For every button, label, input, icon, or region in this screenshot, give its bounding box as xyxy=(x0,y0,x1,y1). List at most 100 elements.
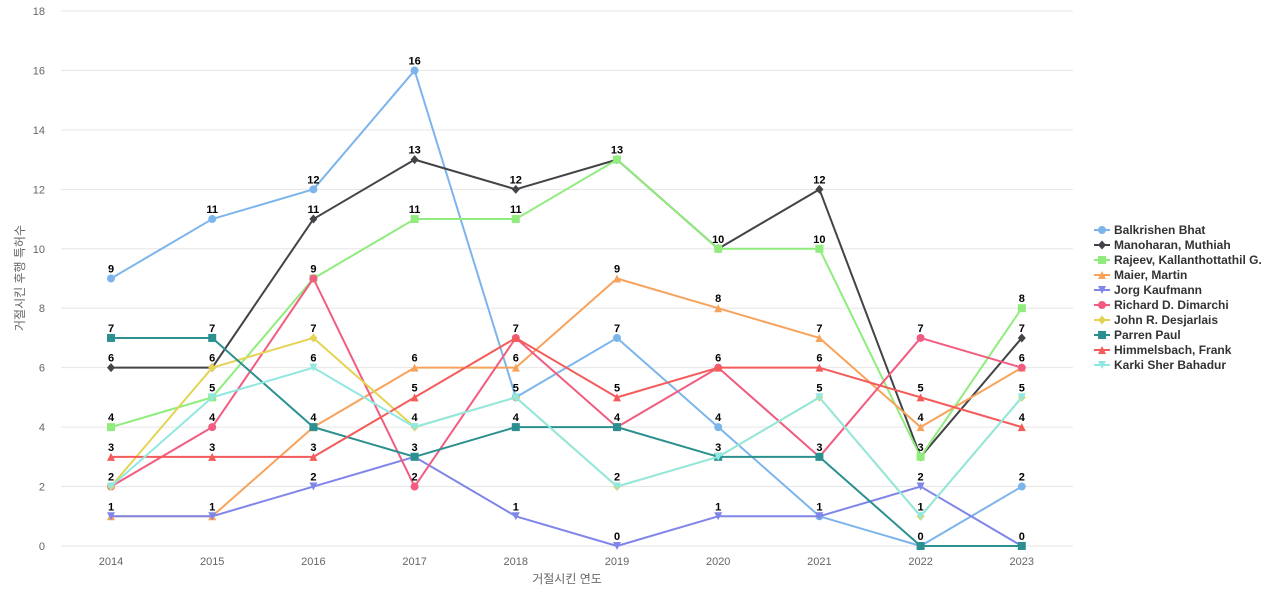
legend-item-rajeev-kallanthottathil-g[interactable]: Rajeev, Kallanthottathil G. xyxy=(1094,253,1262,267)
series-richard-d-dimarchi[interactable] xyxy=(107,274,1026,491)
data-point xyxy=(107,274,115,283)
data-label: 10 xyxy=(813,234,825,246)
data-label: 9 xyxy=(310,264,316,276)
series-line xyxy=(110,158,1023,458)
x-tick-label: 2019 xyxy=(605,556,629,568)
x-tick-label: 2016 xyxy=(301,556,325,568)
y-tick-label: 12 xyxy=(33,184,45,196)
data-label: 3 xyxy=(108,442,114,454)
x-tick-label: 2021 xyxy=(807,556,831,568)
data-point xyxy=(208,393,217,402)
data-point xyxy=(309,274,318,283)
data-label: 1 xyxy=(816,501,822,513)
data-label: 11 xyxy=(308,204,320,216)
y-tick-label: 18 xyxy=(33,6,45,18)
data-point xyxy=(410,363,419,372)
series-himmelsbach-frank[interactable] xyxy=(107,333,1026,461)
data-label: 6 xyxy=(1019,353,1025,365)
legend-marker xyxy=(1098,286,1106,294)
data-point xyxy=(107,363,115,373)
legend-item-manoharan-muthiah[interactable]: Manoharan, Muthiah xyxy=(1094,238,1231,252)
data-point xyxy=(815,363,824,372)
data-label: 7 xyxy=(310,323,316,335)
series-maier-martin[interactable] xyxy=(107,274,1026,521)
data-label: 5 xyxy=(1019,382,1025,394)
data-point xyxy=(916,452,925,461)
data-label: 2 xyxy=(108,472,114,484)
data-point xyxy=(410,393,419,402)
data-point xyxy=(815,512,824,521)
y-tick-label: 16 xyxy=(33,65,45,77)
data-point xyxy=(511,423,520,432)
data-point xyxy=(208,215,217,224)
data-point xyxy=(511,363,520,372)
data-label: 10 xyxy=(712,234,724,246)
legend-item-parren-paul[interactable]: Parren Paul xyxy=(1094,328,1181,342)
legend-item-jorg-kaufmann[interactable]: Jorg Kaufmann xyxy=(1094,283,1202,297)
data-label: 1 xyxy=(209,501,215,513)
data-label: 6 xyxy=(108,353,114,365)
data-label: 7 xyxy=(108,323,114,335)
legend-item-john-r-desjarlais[interactable]: John R. Desjarlais xyxy=(1094,313,1218,327)
data-label: 7 xyxy=(918,323,924,335)
data-label: 4 xyxy=(310,412,317,424)
data-point xyxy=(208,423,217,432)
y-tick-label: 0 xyxy=(39,541,45,553)
data-point xyxy=(916,393,925,402)
data-point xyxy=(309,214,318,224)
y-tick-label: 8 xyxy=(39,303,45,315)
x-tick-label: 2018 xyxy=(504,556,528,568)
data-point xyxy=(1017,333,1026,343)
data-point xyxy=(107,482,115,491)
data-point xyxy=(613,423,621,432)
data-point xyxy=(107,423,115,432)
series-line xyxy=(111,158,1023,458)
data-label: 7 xyxy=(513,323,519,335)
data-point xyxy=(410,452,419,461)
data-label: 12 xyxy=(813,174,825,186)
legend-item-himmelsbach-frank[interactable]: Himmelsbach, Frank xyxy=(1094,343,1232,357)
data-point xyxy=(613,542,621,550)
data-label: 2 xyxy=(918,472,924,484)
data-point xyxy=(511,393,520,402)
legend-label: Rajeev, Kallanthottathil G. xyxy=(1114,253,1262,267)
data-point xyxy=(714,244,723,253)
legend-item-maier-martin[interactable]: Maier, Martin xyxy=(1094,268,1187,282)
data-label: 4 xyxy=(209,412,216,424)
legend-marker xyxy=(1098,315,1106,325)
data-point xyxy=(1017,393,1026,402)
data-point xyxy=(309,452,318,461)
data-label: 7 xyxy=(816,323,822,335)
data-label: 12 xyxy=(510,174,522,186)
data-point xyxy=(410,482,419,491)
series-karki-sher-bahadur[interactable] xyxy=(107,363,1026,521)
data-point xyxy=(309,185,318,194)
legend-marker xyxy=(1098,346,1106,354)
data-point xyxy=(714,512,723,521)
legend-label: Maier, Martin xyxy=(1114,268,1187,282)
legend-marker xyxy=(1098,256,1106,264)
y-tick-label: 4 xyxy=(39,422,45,434)
data-point xyxy=(1017,423,1026,432)
data-point xyxy=(815,333,824,342)
data-label: 8 xyxy=(715,293,721,305)
legend-item-karki-sher-bahadur[interactable]: Karki Sher Bahadur xyxy=(1094,358,1226,372)
data-point xyxy=(208,363,217,373)
legend-item-richard-d-dimarchi[interactable]: Richard D. Dimarchi xyxy=(1094,298,1229,312)
data-point xyxy=(511,184,520,194)
data-label: 2 xyxy=(614,472,620,484)
legend-item-balkrishen-bhat[interactable]: Balkrishen Bhat xyxy=(1094,223,1205,237)
data-point xyxy=(1017,304,1026,313)
series-line xyxy=(111,455,1023,547)
data-label: 6 xyxy=(513,353,519,365)
data-label: 4 xyxy=(715,412,722,424)
data-label: 1 xyxy=(513,501,519,513)
legend-marker xyxy=(1098,226,1106,234)
data-label: 2 xyxy=(1019,472,1025,484)
legend-label: Manoharan, Muthiah xyxy=(1114,238,1231,252)
data-point xyxy=(815,393,824,402)
data-point xyxy=(815,452,824,461)
data-label: 3 xyxy=(715,442,721,454)
